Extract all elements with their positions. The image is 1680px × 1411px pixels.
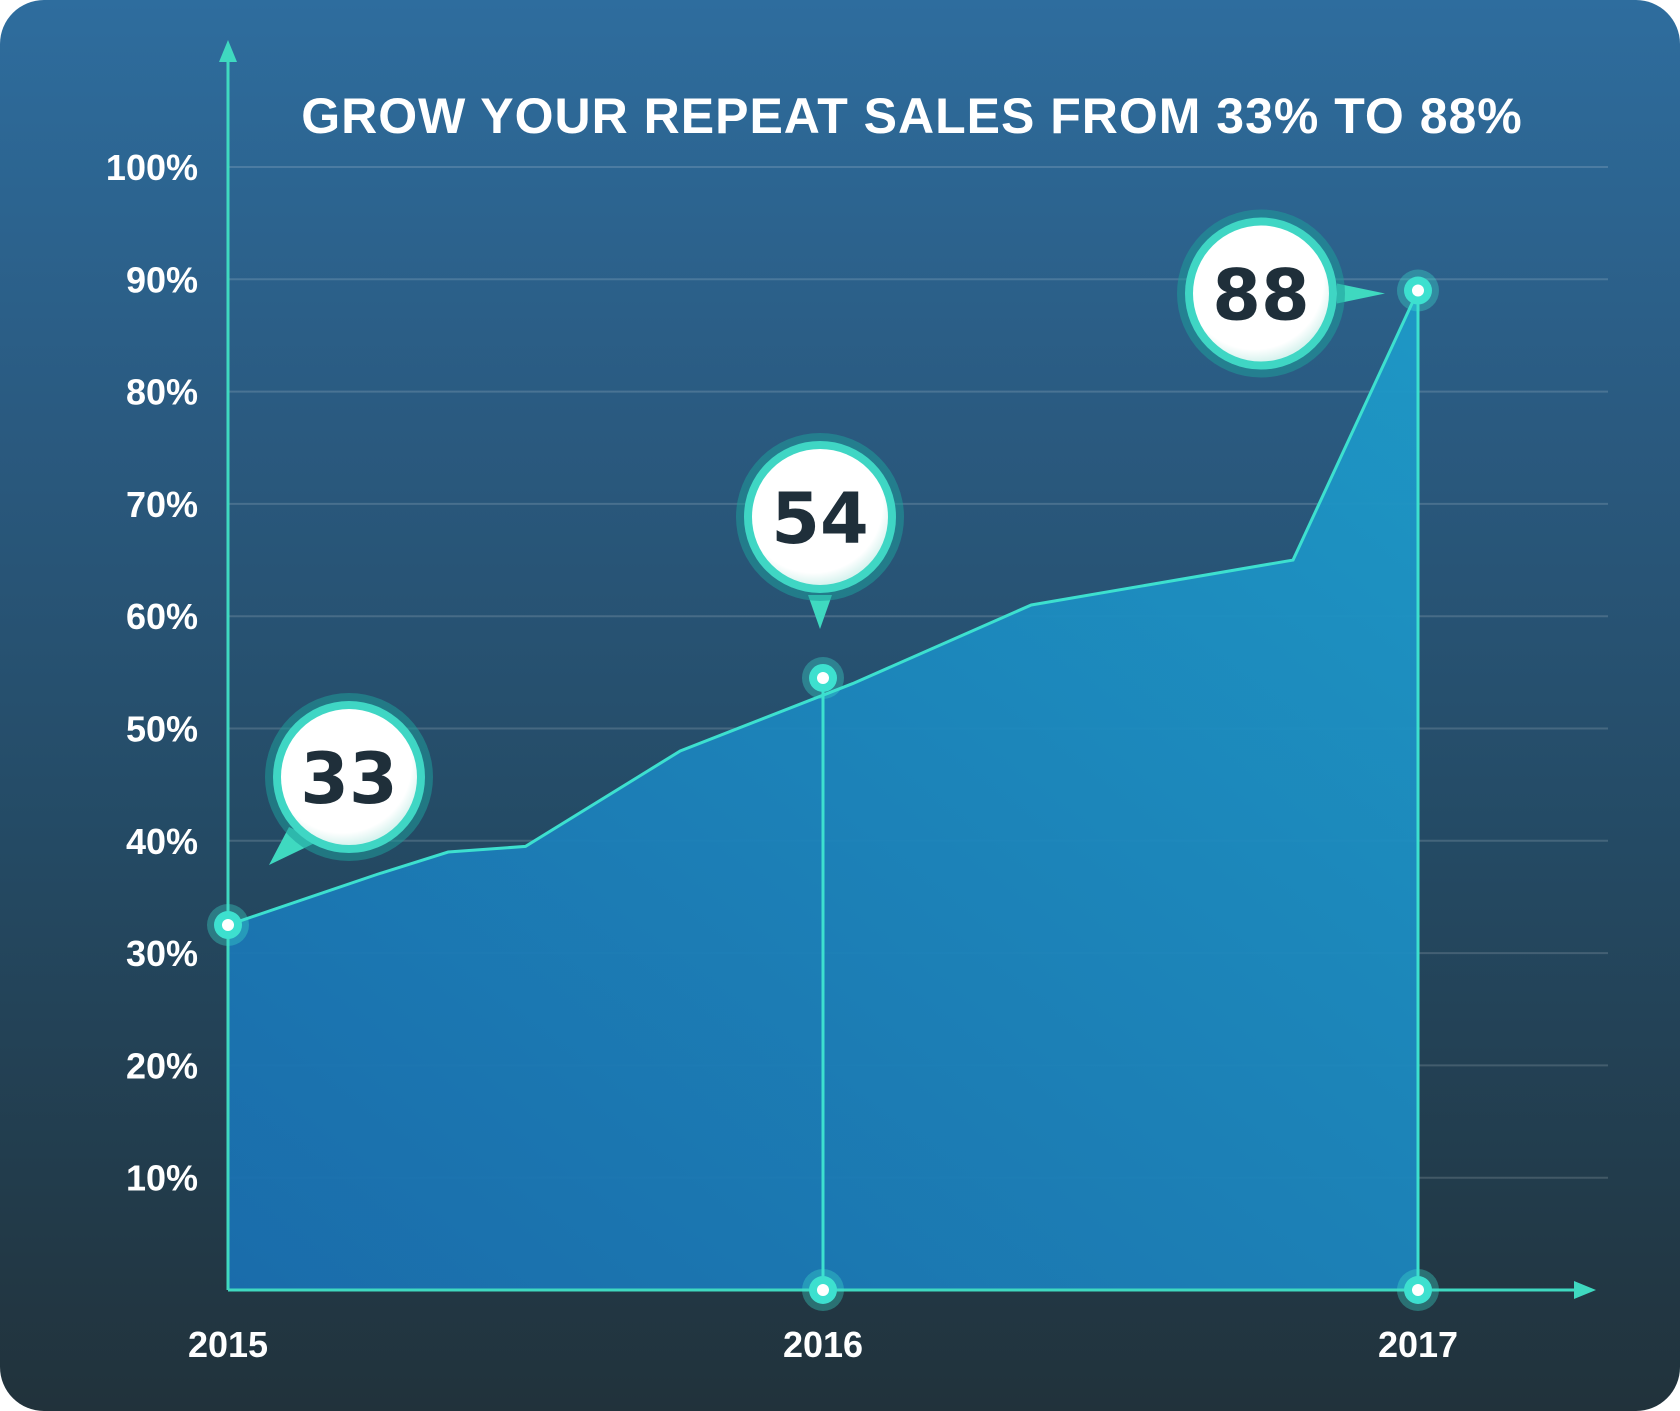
y-axis-arrow [219,40,237,62]
y-tick-label: 60% [126,596,198,637]
callout-value: 54 [771,478,868,560]
y-tick-label: 30% [126,933,198,974]
data-point-marker-center [817,671,829,684]
chart-title: GROW YOUR REPEAT SALES FROM 33% TO 88% [301,88,1523,144]
y-tick-label: 10% [126,1158,198,1199]
x-tick-label: 2017 [1378,1324,1458,1365]
callout-face [281,709,417,846]
x-axis-arrow [1574,1281,1596,1299]
callout-bubble: 88 [1177,209,1385,378]
y-tick-label: 50% [126,709,198,750]
axis-point-marker-center [817,1284,829,1296]
callout-value: 88 [1212,255,1309,337]
callout-bubble: 33 [265,693,433,866]
callout-pointer [808,594,832,629]
x-tick-label: 2015 [188,1324,268,1365]
callout-face [1193,225,1329,362]
y-tick-label: 90% [126,259,198,300]
y-tick-label: 20% [126,1045,198,1086]
callout-face [752,448,888,585]
y-tick-label: 70% [126,484,198,525]
axis-point-marker-center [1412,1284,1424,1296]
callout-pointer [1337,283,1385,304]
callout-value: 33 [300,738,397,820]
x-tick-label: 2016 [783,1324,863,1365]
y-tick-label: 80% [126,372,198,413]
y-tick-label: 40% [126,821,198,862]
data-point-marker-center [222,919,234,932]
y-tick-label: 100% [106,147,198,188]
callout-bubble: 54 [736,432,904,629]
series-line [227,289,1420,927]
data-point-marker-center [1412,284,1424,297]
